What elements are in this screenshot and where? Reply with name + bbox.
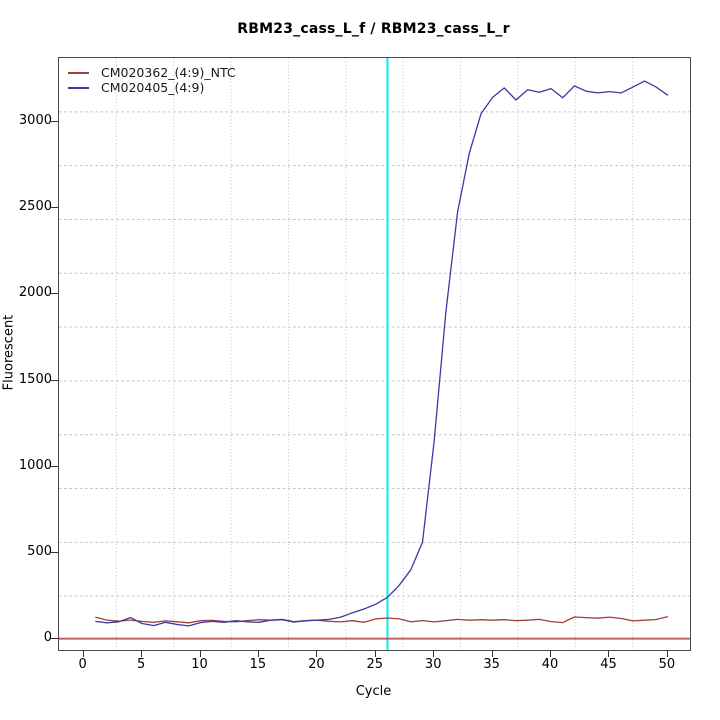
chart-title: RBM23_cass_L_f / RBM23_cass_L_r [237, 21, 510, 37]
x-tick-label: 25 [366, 657, 384, 672]
y-tick-mark [51, 121, 58, 123]
x-tick-mark [257, 650, 259, 657]
y-tick-label: 0 [43, 629, 52, 645]
x-tick-mark [374, 650, 376, 657]
x-tick-label: 20 [308, 657, 325, 672]
x-tick-label: 45 [600, 657, 617, 672]
legend-line-swatch-red [68, 71, 89, 74]
x-tick-label: 35 [483, 657, 500, 672]
y-tick-label: 1500 [18, 371, 52, 387]
x-tick-mark [316, 650, 318, 657]
y-tick-mark [51, 379, 58, 381]
x-tick-mark [433, 650, 435, 657]
x-tick-label: 0 [78, 657, 87, 672]
series-curve-0 [95, 615, 669, 624]
plot-svg [59, 58, 690, 650]
y-tick-label: 500 [27, 543, 52, 559]
x-axis-title: Cycle [355, 684, 392, 699]
x-tick-mark [550, 650, 552, 657]
x-tick-label: 15 [249, 657, 267, 672]
y-tick-mark [51, 465, 58, 467]
legend-item-sample: CM020405_(4:9) [68, 80, 236, 95]
x-tick-mark [141, 650, 143, 657]
y-tick-label: 2000 [18, 285, 52, 301]
y-tick-mark [51, 207, 58, 209]
x-tick-label: 5 [136, 657, 146, 672]
x-tick-label: 50 [658, 657, 676, 672]
legend: CM020362_(4:9)_NTC CM020405_(4:9) [68, 65, 236, 95]
legend-label-sample: CM020405_(4:9) [101, 80, 205, 95]
x-tick-label: 30 [424, 657, 442, 672]
plot-area [58, 57, 691, 651]
y-tick-label: 2500 [18, 199, 52, 215]
y-tick-label: 3000 [18, 113, 52, 129]
x-tick-mark [199, 650, 201, 657]
y-tick-mark [51, 637, 58, 639]
x-tick-mark [666, 650, 668, 657]
legend-item-ntc: CM020362_(4:9)_NTC [68, 65, 236, 80]
y-axis-title: Fluorescent [1, 314, 17, 391]
y-tick-mark [51, 551, 58, 553]
x-tick-mark [491, 650, 493, 657]
series-curve-1 [95, 80, 669, 627]
y-tick-label: 1000 [18, 457, 52, 473]
x-tick-mark [82, 650, 84, 657]
legend-line-swatch-blue [68, 86, 89, 89]
x-tick-mark [608, 650, 610, 657]
y-tick-mark [51, 293, 58, 295]
legend-label-ntc: CM020362_(4:9)_NTC [101, 65, 236, 80]
x-tick-label: 10 [191, 657, 208, 672]
x-tick-label: 40 [541, 657, 559, 672]
